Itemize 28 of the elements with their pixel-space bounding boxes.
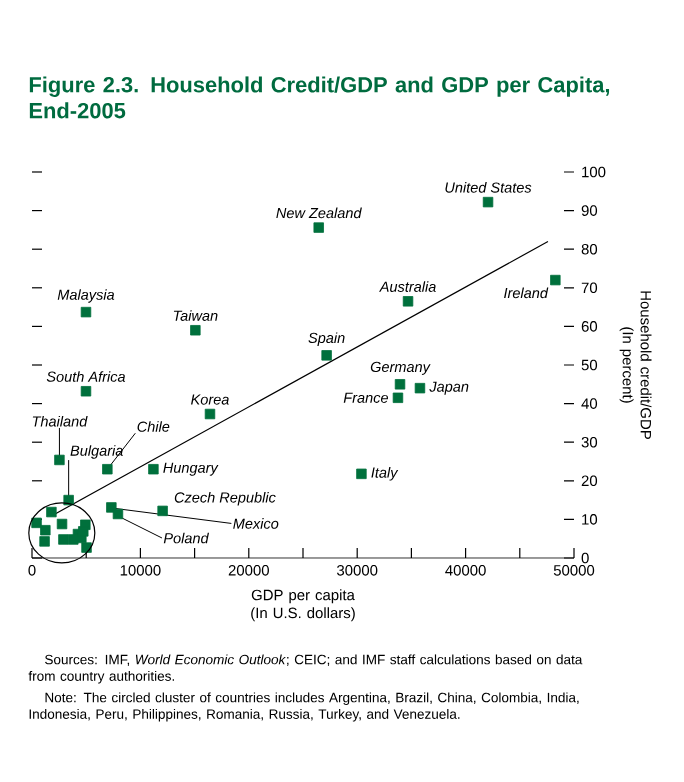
point <box>112 508 124 520</box>
point <box>46 506 57 518</box>
point <box>190 325 201 336</box>
point <box>58 534 69 545</box>
point <box>204 408 216 420</box>
chart-title: Figure 2.3. Household Credit/GDP and GDP per Capita, End-2005 <box>29 76 610 119</box>
point <box>148 464 159 475</box>
point <box>78 526 89 537</box>
point <box>102 464 113 475</box>
point <box>80 306 92 318</box>
point <box>31 517 42 529</box>
point <box>157 505 168 517</box>
point <box>68 534 79 545</box>
point <box>402 296 414 307</box>
point <box>550 274 561 286</box>
point <box>414 382 426 394</box>
point <box>313 222 324 233</box>
point <box>482 196 494 208</box>
point <box>40 525 51 536</box>
point <box>394 379 406 390</box>
point <box>356 468 367 480</box>
point <box>80 386 92 397</box>
point <box>392 392 404 404</box>
point <box>39 536 50 547</box>
point <box>56 518 68 530</box>
point <box>321 350 332 361</box>
point <box>54 454 65 466</box>
point <box>106 502 117 513</box>
